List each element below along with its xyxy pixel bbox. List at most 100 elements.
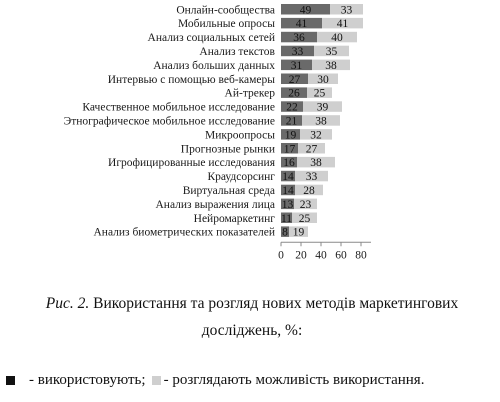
data-label-series-1: 19	[285, 129, 297, 141]
category-label: Интервью с помощью веб-камеры	[108, 74, 276, 86]
category-label: Ай-трекер	[225, 88, 276, 100]
data-label-series-1: 17	[284, 143, 296, 155]
legend-swatch-used	[6, 376, 15, 385]
category-labels: Онлайн-сообщества Мобильные опросы Анализ …	[64, 4, 276, 238]
bar-series-1	[281, 129, 300, 140]
x-tick-label: 0	[278, 249, 284, 261]
data-label-series-1: 8	[282, 227, 288, 239]
bar-series-2	[330, 4, 363, 15]
data-label-series-2: 38	[325, 60, 337, 72]
data-label-series-2: 33	[306, 171, 318, 183]
data-label-series-1: 22	[286, 102, 298, 114]
x-tick-label: 80	[355, 249, 367, 261]
bar-series-2	[294, 198, 317, 210]
category-label: Анализ выражения лица	[155, 199, 275, 211]
x-tick-label: 40	[315, 249, 327, 261]
legend: - використовують; - розглядають можливіс…	[6, 372, 500, 389]
category-label: Анализ больших данных	[153, 60, 275, 72]
data-label-series-1: 41	[296, 18, 308, 30]
bar-series-1	[281, 226, 289, 237]
legend-swatch-considered	[151, 376, 161, 385]
bar-series-1	[281, 17, 322, 29]
category-label: Онлайн-сообщества	[176, 4, 275, 16]
data-label-series-1: 49	[300, 4, 312, 16]
data-label-series-2: 23	[300, 199, 312, 211]
bar-series-1	[281, 4, 330, 15]
x-tick-label: 20	[295, 249, 307, 261]
category-label: Нейромаркетинг	[194, 213, 276, 225]
category-label: Виртуальная среда	[183, 185, 275, 197]
category-label: Этнографическое мобильное исследование	[64, 115, 275, 127]
x-axis: 0 20 40 60 80	[278, 241, 371, 261]
data-label-series-1: 31	[291, 60, 303, 72]
bar-series-1	[281, 73, 308, 84]
bar-series-2	[302, 115, 340, 126]
data-label-series-1: 33	[292, 46, 304, 58]
data-label-series-2: 33	[341, 4, 353, 16]
category-label: Анализ текстов	[199, 46, 275, 58]
bar-series-2	[308, 73, 338, 84]
x-tick-label: 60	[335, 249, 347, 261]
bar-series-2	[303, 101, 342, 112]
bar-series-1	[281, 31, 317, 43]
figure-caption: Рис. 2. Використання та розгляд нових ме…	[10, 290, 494, 344]
data-label-series-1: 11	[281, 213, 292, 225]
bar-series-1	[281, 143, 298, 154]
bar-series-2	[307, 87, 332, 98]
bar-series-2	[295, 170, 328, 182]
data-label-series-2: 38	[315, 115, 327, 127]
data-label-series-2: 40	[331, 32, 343, 44]
category-label: Анализ биометрических показателей	[93, 227, 275, 239]
bar-series-2	[300, 129, 332, 140]
bar-series-1	[281, 101, 303, 112]
category-label: Мобильные опросы	[178, 18, 275, 30]
bar-series-2	[317, 31, 357, 43]
data-label-series-2: 41	[337, 18, 349, 30]
data-label-series-1: 27	[289, 74, 301, 86]
data-label-series-2: 32	[310, 129, 322, 141]
bar-series-1	[281, 212, 292, 223]
data-label-series-2: 28	[303, 185, 315, 197]
bar-series-1	[281, 115, 302, 126]
data-label-series-2: 38	[310, 157, 322, 169]
bar-series-1	[281, 170, 295, 182]
data-label-series-2: 25	[314, 88, 326, 100]
data-label-series-1: 21	[286, 115, 298, 127]
data-label-series-2: 25	[299, 213, 311, 225]
figure-title: Використання та розгляд нових методів ма…	[89, 295, 459, 339]
bar-series-1	[281, 45, 314, 57]
category-label: Микроопросы	[205, 129, 275, 141]
data-label-series-2: 19	[293, 227, 305, 239]
data-label-series-1: 36	[293, 32, 305, 44]
data-label-series-2: 27	[306, 143, 318, 155]
bar-series-2	[292, 212, 317, 223]
category-label: Прогнозные рынки	[181, 143, 275, 155]
bar-series-2	[289, 226, 308, 237]
data-label-series-1: 14	[282, 171, 294, 183]
data-label-series-2: 35	[326, 46, 338, 58]
data-label-series-1: 16	[283, 157, 295, 169]
bar-series-2	[295, 184, 323, 196]
figure-number: Рис. 2.	[45, 295, 90, 312]
category-label: Игрофицированные исследования	[108, 157, 276, 169]
data-label-series-1: 14	[282, 185, 294, 197]
category-label: Анализ социальных сетей	[148, 32, 275, 44]
bar-series-2	[297, 156, 335, 168]
bar-series-1	[281, 156, 297, 168]
category-label: Качественное мобильное исследование	[82, 102, 275, 114]
bar-series-1	[281, 87, 307, 98]
bar-chart: 49 33 41 41 36 40 33 35 31 38 27 30 26 25 22 39 21 38 19 32…	[64, 4, 371, 261]
bar-series-2	[322, 17, 363, 29]
data-label-series-1: 26	[288, 88, 300, 100]
data-label-series-2: 39	[317, 102, 329, 114]
data-label-series-2: 30	[317, 74, 329, 86]
bar-series-1	[281, 184, 295, 196]
bar-series-1	[281, 59, 312, 71]
bar-series-2	[312, 59, 350, 71]
bar-series-1	[281, 198, 294, 210]
legend-label-used: - використовують;	[29, 372, 146, 388]
category-label: Краудсорсинг	[207, 171, 275, 183]
bar-series-2	[314, 45, 349, 57]
bars-layer: 49 33 41 41 36 40 33 35 31 38 27 30 26 25 22 39 21 38 19 32…	[281, 4, 363, 239]
bar-series-2	[298, 143, 325, 154]
